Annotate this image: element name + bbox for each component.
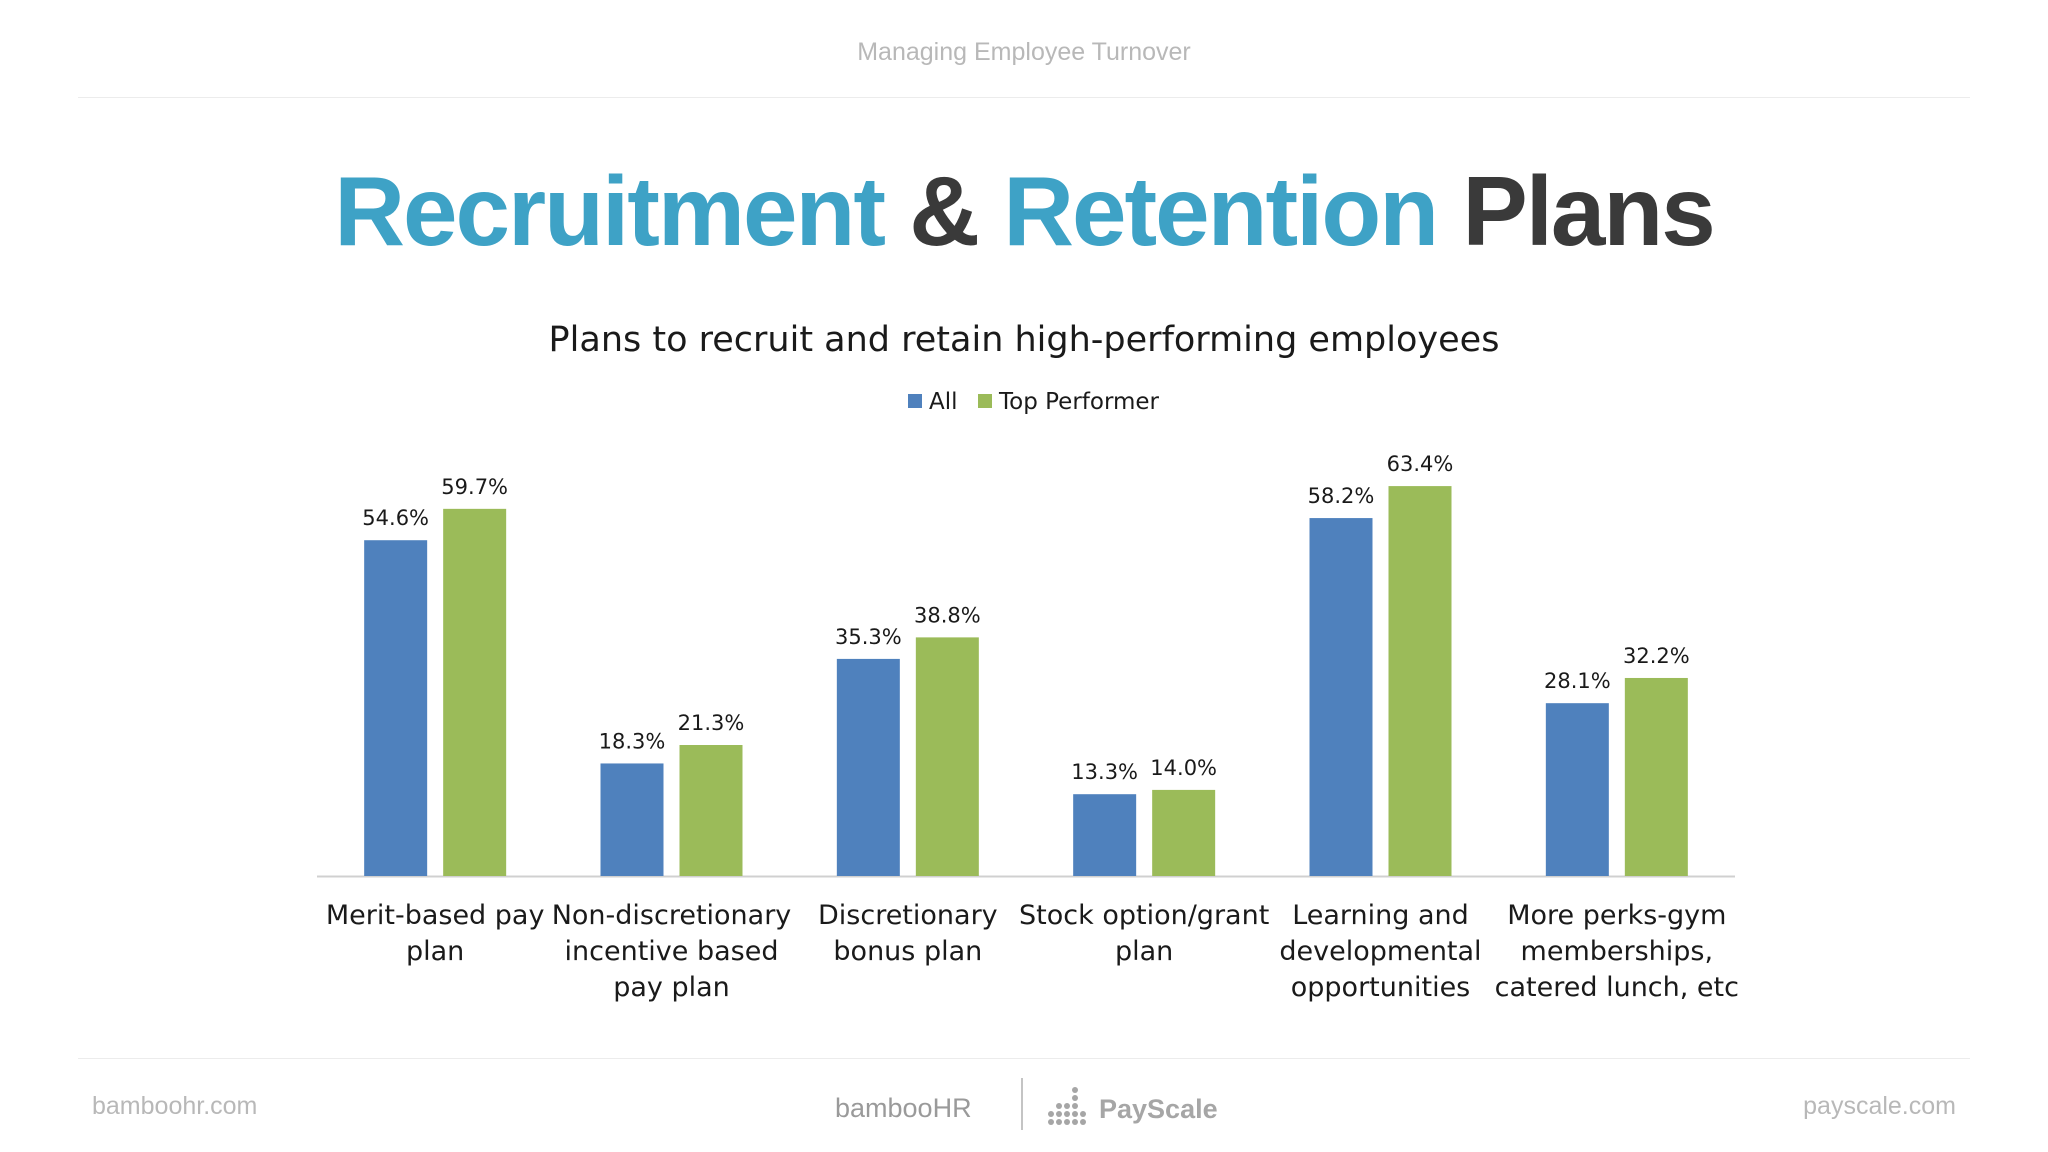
title-retention: Retention <box>1003 156 1439 266</box>
data-label-0-1: 18.3% <box>599 729 666 753</box>
bar-0-0 <box>364 540 428 876</box>
category-label-1-1: incentive based <box>565 936 779 967</box>
legend-swatch-0 <box>908 394 922 408</box>
category-label-2-1: bonus plan <box>833 936 982 967</box>
bar-chart: Plans to recruit and retain high-perform… <box>317 320 1739 1003</box>
data-label-1-0: 59.7% <box>441 475 508 499</box>
bar-1-0 <box>443 508 507 876</box>
category-label-1-2: pay plan <box>613 972 730 1003</box>
category-label-4-1: developmental <box>1279 936 1481 967</box>
bar-1-2 <box>915 637 979 876</box>
category-label-5-0: More perks-gym <box>1507 900 1726 931</box>
chart-title: Plans to recruit and retain high-perform… <box>549 320 1500 360</box>
category-label-4-2: opportunities <box>1291 972 1471 1003</box>
bar-0-3 <box>1073 794 1137 876</box>
category-label-5-1: memberships, <box>1521 936 1714 967</box>
legend-swatch-1 <box>978 394 992 408</box>
payscale-logo: PayScale <box>1099 1094 1218 1124</box>
bar-0-4 <box>1309 518 1373 876</box>
title-recruitment: Recruitment <box>334 156 886 266</box>
payscale-dots-icon <box>1048 1087 1086 1125</box>
category-label-0-1: plan <box>406 936 464 967</box>
footer-divider <box>78 1058 1970 1059</box>
category-label-1-0: Non-discretionary <box>552 900 792 931</box>
category-label-3-0: Stock option/grant <box>1019 900 1269 931</box>
slide-title: Recruitment & Retention Plans <box>0 156 2048 266</box>
category-label-5-2: catered lunch, etc <box>1495 972 1739 1003</box>
data-label-1-4: 63.4% <box>1387 452 1454 476</box>
data-label-1-2: 38.8% <box>914 603 981 627</box>
bar-1-4 <box>1388 486 1452 876</box>
data-label-1-1: 21.3% <box>678 711 745 735</box>
title-plans: Plans <box>1462 156 1715 266</box>
data-label-0-5: 28.1% <box>1544 669 1611 693</box>
data-label-1-5: 32.2% <box>1623 644 1690 668</box>
bamboohr-logo: bambooHR <box>835 1093 972 1123</box>
bar-0-1 <box>600 763 664 876</box>
category-label-3-1: plan <box>1115 936 1173 967</box>
footer-payscale-link[interactable]: payscale.com <box>1803 1092 1956 1120</box>
legend-label-1: Top Performer <box>998 389 1160 415</box>
data-label-0-0: 54.6% <box>362 506 429 530</box>
category-label-0-0: Merit-based pay <box>326 900 545 931</box>
footer-bamboohr-link[interactable]: bamboohr.com <box>92 1092 258 1120</box>
data-label-0-2: 35.3% <box>835 625 902 649</box>
title-ampersand: & <box>909 156 980 266</box>
logo-divider <box>1021 1078 1023 1130</box>
bar-1-5 <box>1624 677 1688 876</box>
legend-label-0: All <box>929 389 958 415</box>
data-label-0-4: 58.2% <box>1308 484 1375 508</box>
bar-0-5 <box>1545 703 1609 876</box>
data-label-0-3: 13.3% <box>1071 760 1138 784</box>
bar-1-1 <box>679 745 743 876</box>
bar-0-2 <box>836 658 900 876</box>
category-label-2-0: Discretionary <box>818 900 998 931</box>
category-label-4-0: Learning and <box>1292 900 1469 931</box>
slide-header: Managing Employee Turnover <box>857 38 1191 66</box>
header-divider <box>78 97 1970 98</box>
bar-1-3 <box>1152 789 1216 876</box>
data-label-1-3: 14.0% <box>1150 756 1217 780</box>
